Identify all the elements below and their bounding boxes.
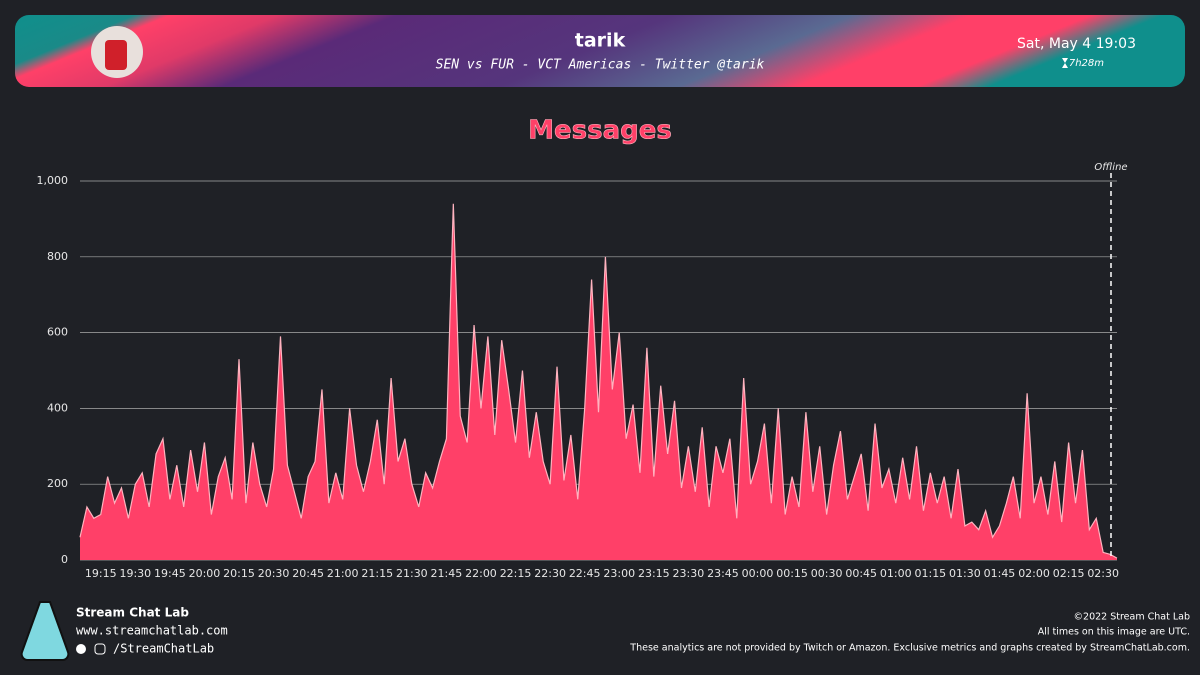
x-tick-label: 00:00 bbox=[742, 567, 774, 580]
area bbox=[80, 203, 1117, 561]
x-tick-label: 23:30 bbox=[673, 567, 705, 580]
stream-duration: 7h28m bbox=[1069, 58, 1104, 69]
hourglass-icon bbox=[1062, 58, 1068, 68]
area-line bbox=[79, 203, 1118, 559]
x-tick-label: 22:45 bbox=[569, 567, 601, 580]
x-tick-label: 00:30 bbox=[811, 567, 843, 580]
x-tick-label: 20:30 bbox=[258, 567, 290, 580]
y-tick-label: 800 bbox=[47, 250, 68, 263]
twitter-icon bbox=[76, 644, 86, 654]
x-tick-label: 20:00 bbox=[189, 567, 221, 580]
x-tick-label: 23:45 bbox=[707, 567, 739, 580]
y-tick-label: 1,000 bbox=[37, 174, 69, 187]
x-tick-label: 19:45 bbox=[154, 567, 186, 580]
x-tick-label: 22:30 bbox=[534, 567, 566, 580]
x-tick-label: 01:45 bbox=[984, 567, 1016, 580]
x-tick-label: 00:15 bbox=[776, 567, 808, 580]
x-tick-label: 21:30 bbox=[396, 567, 428, 580]
x-tick-label: 02:30 bbox=[1087, 567, 1119, 580]
x-tick-label: 22:00 bbox=[465, 567, 497, 580]
x-tick-label: 01:15 bbox=[914, 567, 946, 580]
x-tick-label: 02:15 bbox=[1053, 567, 1085, 580]
x-tick-label: 20:15 bbox=[223, 567, 255, 580]
x-tick-label: 22:15 bbox=[500, 567, 532, 580]
chart-title: Messages bbox=[528, 116, 672, 146]
brand-url: www.streamchatlab.com bbox=[76, 624, 228, 638]
y-tick-label: 200 bbox=[47, 477, 68, 490]
y-tick-label: 600 bbox=[47, 326, 68, 339]
timezone-note: All times on this image are UTC. bbox=[1038, 627, 1190, 638]
channel-name: tarik bbox=[575, 30, 626, 52]
offline-label: Offline bbox=[1094, 162, 1127, 173]
x-tick-label: 20:45 bbox=[292, 567, 324, 580]
x-tick-label: 00:45 bbox=[845, 567, 877, 580]
x-tick-label: 21:45 bbox=[431, 567, 463, 580]
brand-handle: /StreamChatLab bbox=[113, 642, 214, 656]
instagram-icon bbox=[94, 643, 106, 655]
header-banner bbox=[15, 15, 1185, 87]
x-tick-label: 01:30 bbox=[949, 567, 981, 580]
x-tick-label: 23:00 bbox=[603, 567, 635, 580]
y-tick-label: 0 bbox=[61, 553, 68, 566]
x-tick-label: 01:00 bbox=[880, 567, 912, 580]
brand-name: Stream Chat Lab bbox=[76, 606, 189, 620]
x-tick-label: 23:15 bbox=[638, 567, 670, 580]
x-tick-label: 21:15 bbox=[361, 567, 393, 580]
copyright: ©2022 Stream Chat Lab bbox=[1074, 612, 1190, 623]
stream-date: Sat, May 4 19:03 bbox=[1017, 36, 1136, 52]
x-tick-label: 21:00 bbox=[327, 567, 359, 580]
y-tick-label: 400 bbox=[47, 401, 68, 414]
stream-title: SEN vs FUR - VCT Americas - Twitter @tar… bbox=[436, 58, 765, 73]
x-tick-label: 19:30 bbox=[119, 567, 151, 580]
x-tick-label: 19:15 bbox=[85, 567, 117, 580]
logo bbox=[20, 601, 70, 661]
disclaimer: These analytics are not provided by Twit… bbox=[629, 643, 1190, 654]
x-tick-label: 02:00 bbox=[1018, 567, 1050, 580]
avatar-figure bbox=[105, 40, 127, 70]
